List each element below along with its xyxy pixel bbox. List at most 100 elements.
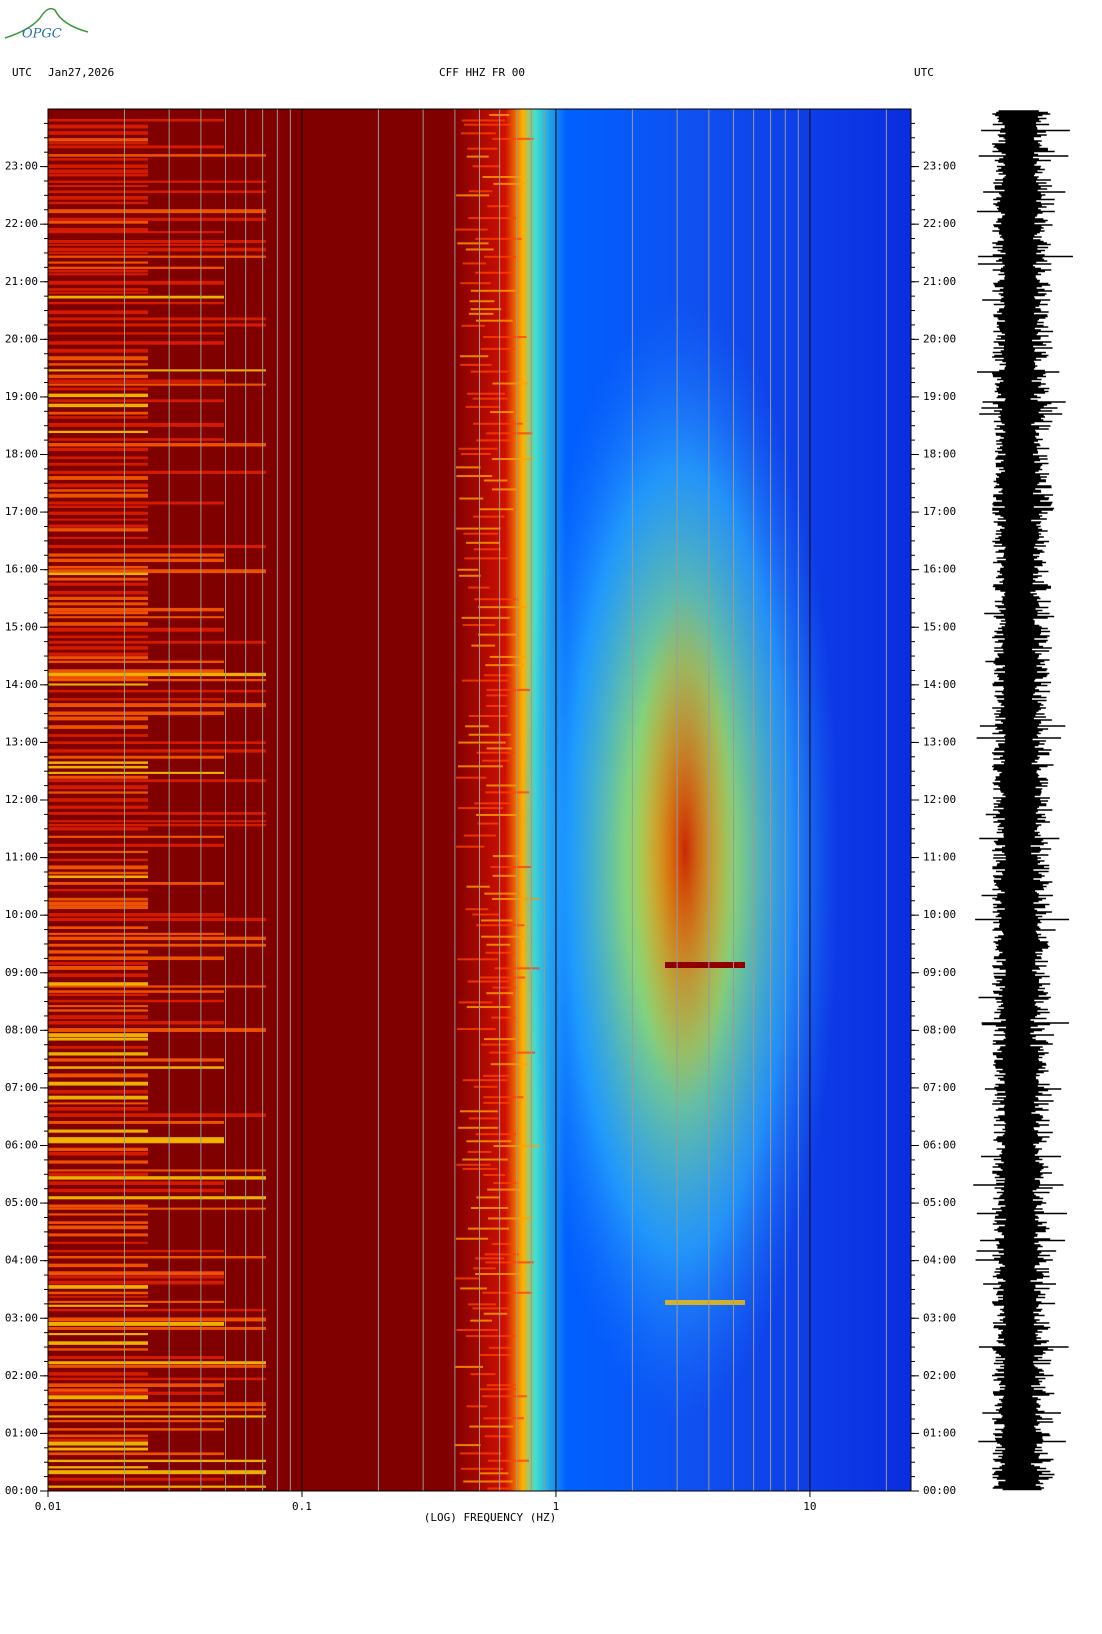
y-tick-label: 09:00 <box>923 966 956 979</box>
stripe <box>48 399 224 403</box>
stripe <box>48 791 148 794</box>
stripe <box>48 240 266 243</box>
stripe <box>48 1188 224 1193</box>
stripe <box>471 644 496 647</box>
stripe <box>48 411 148 415</box>
stripe <box>484 1253 519 1256</box>
y-tick-label: 14:00 <box>923 678 956 691</box>
stripe <box>48 725 148 729</box>
stripe <box>473 515 505 518</box>
stripe <box>48 332 224 335</box>
stripe <box>482 175 522 178</box>
stripe <box>48 124 148 129</box>
stripe <box>483 336 527 339</box>
y-tick-label: 21:00 <box>5 275 38 288</box>
stripe <box>48 470 266 474</box>
stripe <box>48 269 148 273</box>
stripe <box>456 475 493 478</box>
stripe <box>48 888 148 892</box>
stripe <box>48 387 148 391</box>
spectrogram-image <box>47 109 911 1491</box>
stripe <box>48 1364 266 1368</box>
stripe <box>487 205 510 208</box>
stripe <box>467 1227 510 1230</box>
stripe <box>48 627 224 632</box>
stripe <box>462 262 487 265</box>
stripe <box>48 164 148 168</box>
stripe <box>48 1172 148 1177</box>
stripe <box>479 976 526 979</box>
stripe <box>456 776 487 779</box>
stripe <box>48 310 148 315</box>
stripe <box>48 1073 148 1078</box>
stripe <box>492 986 518 989</box>
stripe <box>481 935 524 938</box>
stripe <box>48 438 224 441</box>
stripe <box>48 217 266 221</box>
right-label: UTC <box>914 66 934 79</box>
stripe <box>48 1129 148 1133</box>
stripe <box>48 936 266 941</box>
stripe <box>48 430 148 434</box>
stripe <box>48 1275 224 1279</box>
stripe <box>48 675 148 680</box>
stripe <box>457 568 479 571</box>
stripe <box>48 1009 148 1012</box>
stripe <box>485 791 530 794</box>
stripe <box>483 1173 506 1176</box>
stripe <box>473 1085 498 1088</box>
stripe <box>48 656 148 660</box>
stripe <box>48 897 148 901</box>
y-tick-label: 17:00 <box>923 505 956 518</box>
stripe <box>48 1459 266 1463</box>
stripe <box>467 1303 497 1306</box>
stripe <box>458 765 503 768</box>
stripe <box>460 1287 487 1290</box>
stripe <box>474 598 519 601</box>
stripe <box>486 688 530 691</box>
stripe <box>456 845 485 848</box>
stripe <box>48 403 148 408</box>
stripe <box>48 553 224 557</box>
stripe <box>48 1477 224 1481</box>
stripe <box>48 247 266 252</box>
stripe <box>486 694 508 697</box>
stripe <box>490 411 514 414</box>
stripe <box>48 823 266 827</box>
y-tick-label: 03:00 <box>923 1311 956 1324</box>
y-tick-label: 05:00 <box>5 1196 38 1209</box>
stripe <box>48 1402 266 1407</box>
stripe <box>48 317 266 321</box>
stripe <box>48 734 148 737</box>
stripe <box>48 1408 266 1411</box>
stripe <box>48 363 148 366</box>
stripe <box>470 1319 492 1322</box>
stripe <box>464 557 508 560</box>
stripe <box>460 1467 504 1470</box>
stripe <box>48 511 148 515</box>
stripe <box>458 741 506 744</box>
stripe <box>48 1005 148 1008</box>
stripe <box>48 1089 148 1094</box>
stripe <box>48 158 148 161</box>
stripe <box>48 865 148 870</box>
stripe <box>48 1028 266 1032</box>
x-tick-label: 1 <box>553 1500 560 1513</box>
stripe <box>486 432 533 435</box>
stripe <box>48 201 148 205</box>
stripe <box>48 741 266 744</box>
y-tick-label: 03:00 <box>5 1311 38 1324</box>
stripe <box>490 866 532 869</box>
stripe <box>472 913 500 916</box>
y-tick-label: 18:00 <box>5 448 38 461</box>
stripe <box>48 1081 148 1086</box>
stripe <box>488 1217 532 1220</box>
stripe <box>48 572 148 576</box>
stripe <box>470 1206 509 1209</box>
stripe <box>457 958 499 961</box>
stripe <box>470 308 502 311</box>
stripe <box>48 1207 266 1210</box>
stripe <box>475 271 514 274</box>
stripe <box>48 142 148 145</box>
energy-core <box>635 590 735 1110</box>
